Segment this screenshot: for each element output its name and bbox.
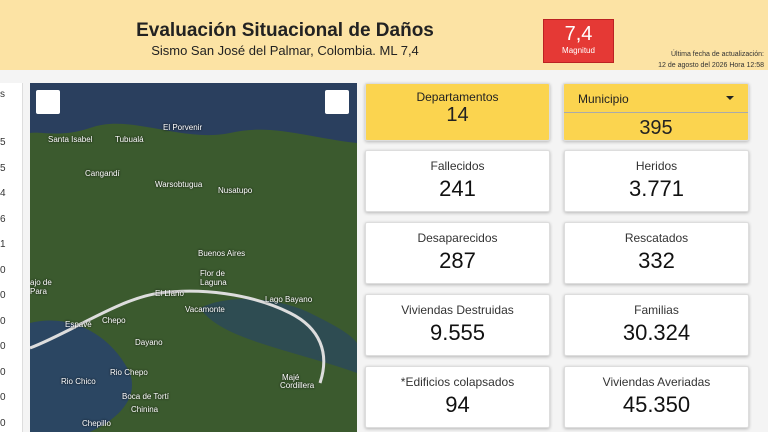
map-label: Rio Chepo xyxy=(110,368,148,377)
stat-value: 241 xyxy=(439,176,476,201)
map-label: El Llano xyxy=(155,289,184,298)
map-label: Chepo xyxy=(102,316,126,325)
stat-card: Fallecidos 241 xyxy=(365,150,550,212)
map-label: Chinina xyxy=(131,405,159,414)
stat-card: Rescatados 332 xyxy=(564,222,749,284)
stat-card: *Edificios colapsados 94 xyxy=(365,366,550,428)
list-item: 0 xyxy=(0,264,6,276)
stat-card: Viviendas Destruidas 9.555 xyxy=(365,294,550,356)
filter-label: Departamentos xyxy=(416,90,499,104)
filter-card[interactable]: Departamentos 14 xyxy=(365,83,550,141)
stat-value: 287 xyxy=(439,248,476,273)
map-label: Cordillera xyxy=(280,381,315,390)
left-panel: s 5 5 4 6 1 0 0 0 0 0 0 0 xyxy=(0,83,23,432)
magnitude-label: Magnitud xyxy=(562,46,595,55)
map[interactable]: Santa Isabel Tubualá El Porvenir Cangandí Wa… xyxy=(30,83,357,432)
map-label: Dayano xyxy=(135,338,163,347)
map-label: Lago Bayano xyxy=(265,295,313,304)
map-label: Cangandí xyxy=(85,169,120,178)
magnitude-value: 7,4 xyxy=(564,23,593,45)
subtitle: Sismo San José del Palmar, Colombia. ML … xyxy=(151,43,419,58)
list-item: 5 xyxy=(0,162,6,174)
list-item: 1 xyxy=(0,239,6,250)
update-info: Última fecha de actualización: 12 de ago… xyxy=(658,49,764,71)
stat-value: 94 xyxy=(445,392,470,417)
dropdown[interactable]: Municipio xyxy=(564,84,748,113)
map-label: Espavé xyxy=(65,320,92,329)
map-label: Santa Isabel xyxy=(48,135,93,144)
stat-label: Heridos xyxy=(635,159,678,173)
filter-value: 395 xyxy=(639,117,673,139)
map-label: Buenos Aires xyxy=(198,249,246,258)
filter-value: 14 xyxy=(446,104,469,126)
list-item: 0 xyxy=(0,392,6,403)
list-item: 0 xyxy=(0,290,6,301)
map-label: Chepillo xyxy=(82,419,111,428)
map-label: El Porvenir xyxy=(163,123,203,132)
update-date: 12 de agosto del 2026 Hora 12:58 xyxy=(658,62,764,69)
stat-label: *Edificios colapsados xyxy=(400,375,515,389)
magnitude-box: 7,4 Magnitud xyxy=(543,19,614,63)
map-label: ajo de xyxy=(30,278,52,287)
list-item: 0 xyxy=(0,366,6,378)
map-label: Warsobtugua xyxy=(155,180,203,189)
stat-card: Familias 30.324 xyxy=(564,294,749,356)
map-label: Boca de Tortí xyxy=(122,392,169,401)
stat-card: Heridos 3.771 xyxy=(564,150,749,212)
list-item: 0 xyxy=(0,417,6,429)
list-item: 5 xyxy=(0,137,6,148)
stat-label: Viviendas Destruidas xyxy=(401,303,514,317)
locate-button[interactable] xyxy=(36,90,60,114)
list-item: 0 xyxy=(0,315,6,327)
filter-card[interactable]: Municipio 395 xyxy=(563,83,749,141)
list-item: 4 xyxy=(0,188,6,199)
fullscreen-button[interactable] xyxy=(325,90,349,114)
stat-value: 9.555 xyxy=(429,320,486,345)
stat-card: Desaparecidos 287 xyxy=(365,222,550,284)
map-label: Nusatupo xyxy=(218,186,253,195)
map-label: Tubualá xyxy=(115,135,144,144)
list-item: s xyxy=(0,89,5,100)
dropdown-arrow xyxy=(726,96,734,104)
stat-label: Fallecidos xyxy=(430,159,485,173)
header: Evaluación Situacional de Daños Sismo Sa… xyxy=(0,0,768,70)
map-label: Rio Chico xyxy=(61,377,96,386)
map-terrain xyxy=(30,83,357,432)
stat-label: Familias xyxy=(634,303,679,317)
map-label: Flor de xyxy=(200,269,225,278)
update-label: Última fecha de actualización: xyxy=(671,51,764,58)
stat-label: Desaparecidos xyxy=(417,231,498,245)
list-item: 0 xyxy=(0,341,6,352)
stat-value: 45.350 xyxy=(622,392,691,417)
stat-value: 332 xyxy=(638,248,675,273)
stat-card: Viviendas Averiadas 45.350 xyxy=(564,366,749,428)
list-item: 6 xyxy=(0,213,6,225)
stat-value: 30.324 xyxy=(622,320,691,345)
map-label: Laguna xyxy=(200,278,227,287)
map-label: Majé xyxy=(282,373,300,382)
map-label: Vacamonte xyxy=(185,305,225,314)
dropdown-label: Municipio xyxy=(578,92,629,106)
stat-label: Rescatados xyxy=(624,231,689,245)
stat-value: 3.771 xyxy=(628,176,685,201)
title: Evaluación Situacional de Daños xyxy=(136,20,434,41)
stat-label: Viviendas Averiadas xyxy=(602,375,711,389)
map-label: Para xyxy=(30,287,47,296)
